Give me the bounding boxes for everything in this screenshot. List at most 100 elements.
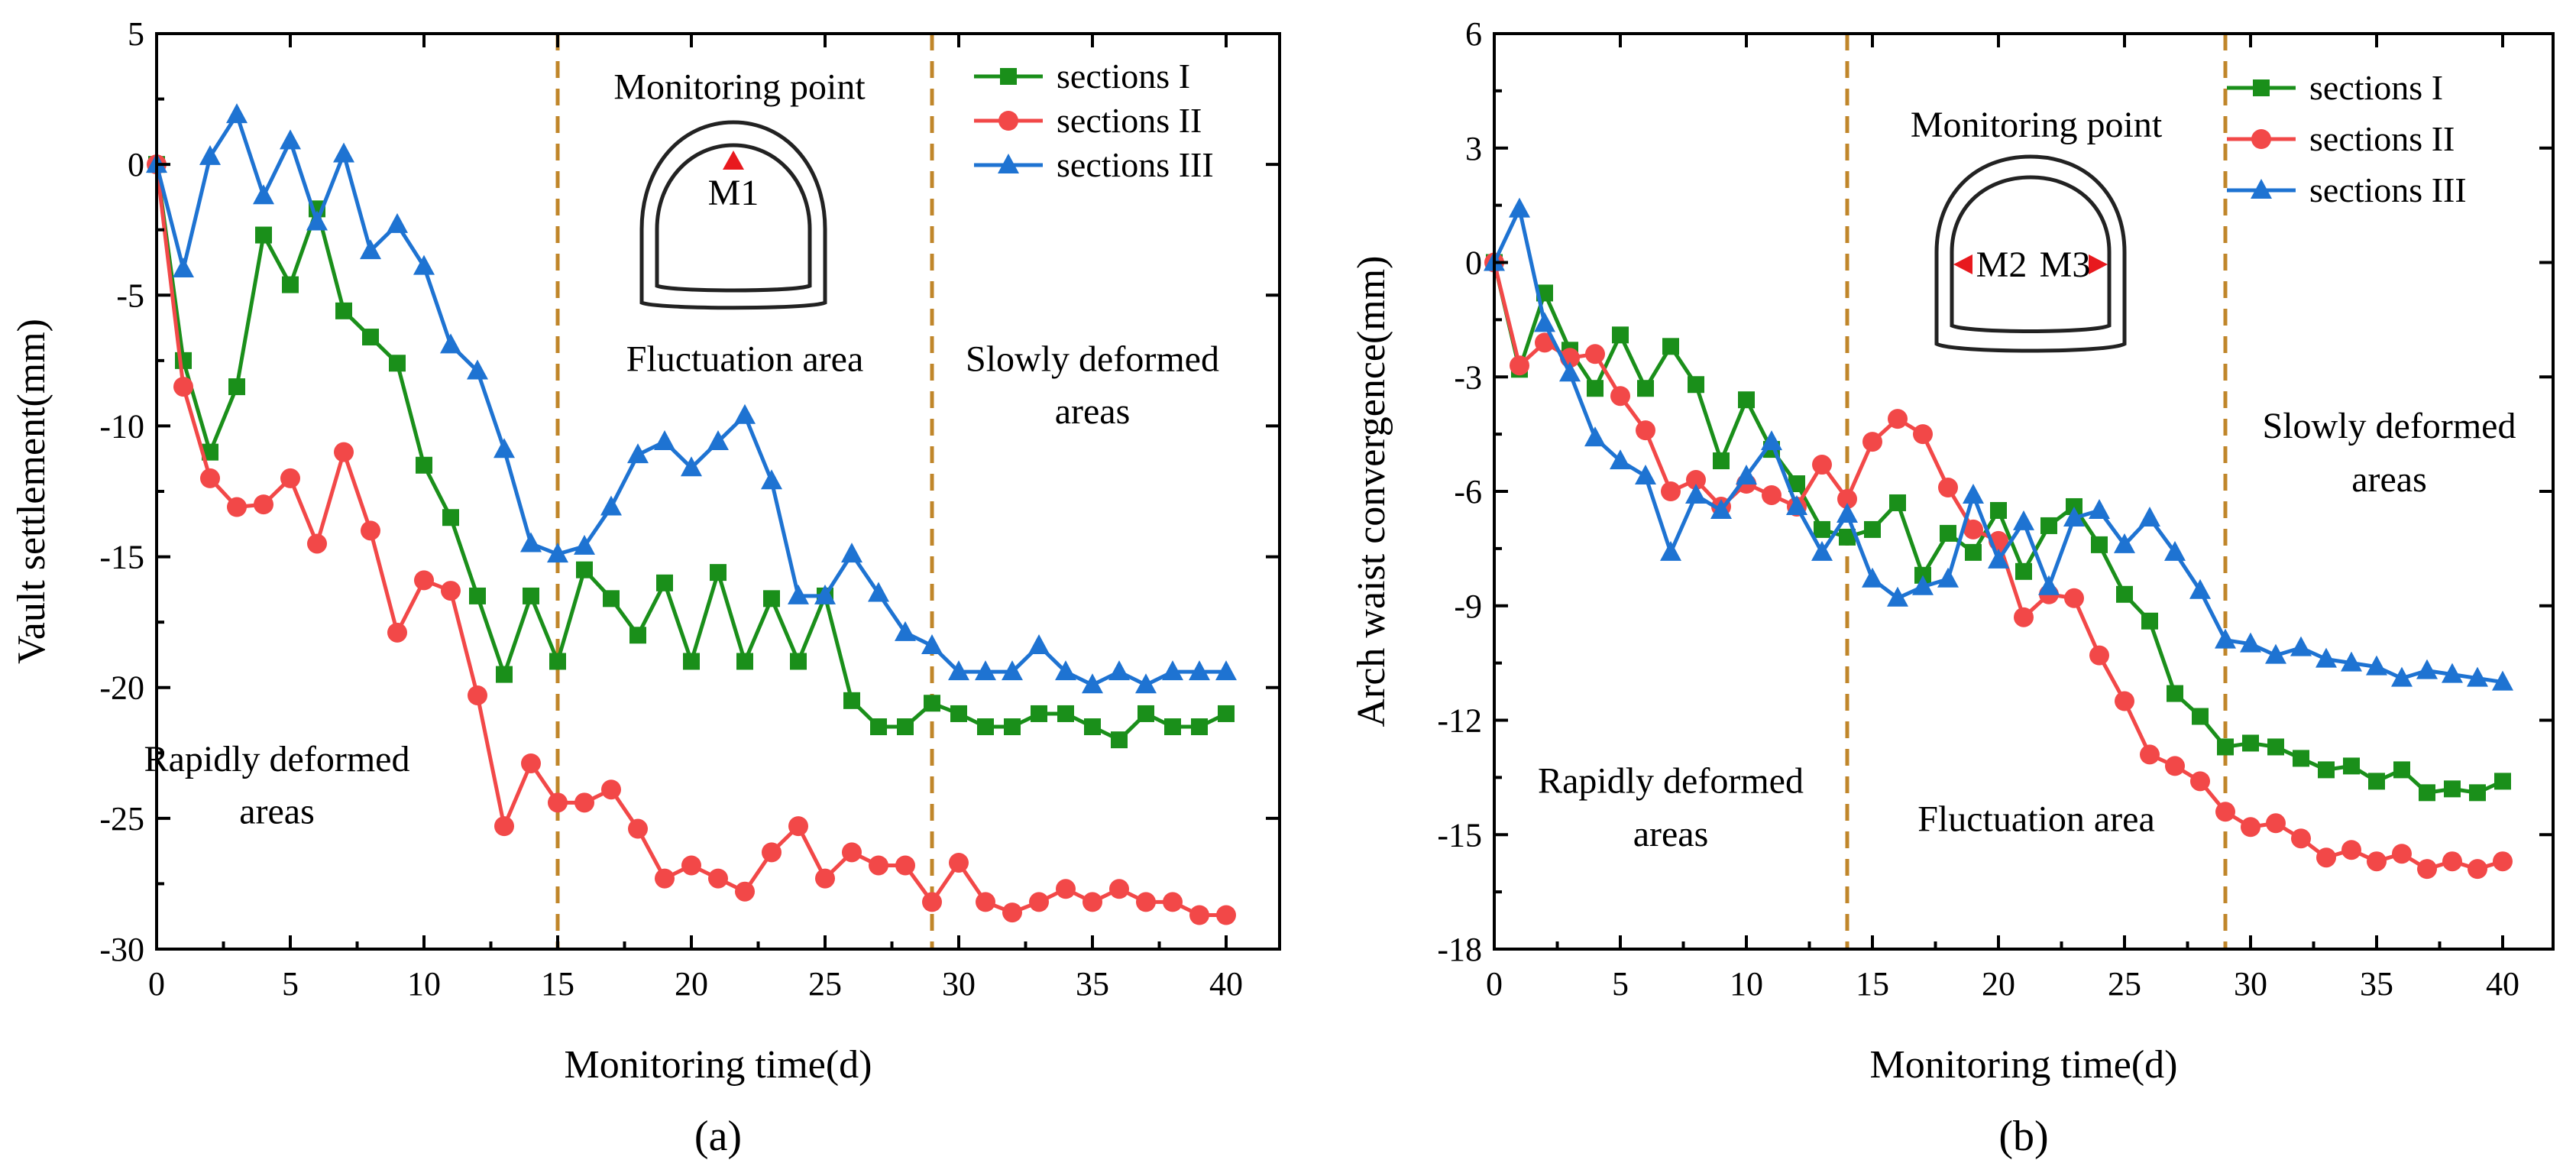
data-point bbox=[2391, 666, 2413, 687]
data-point bbox=[1057, 705, 1074, 722]
data-point bbox=[2419, 784, 2435, 802]
data-point bbox=[2367, 851, 2387, 872]
data-point bbox=[1713, 452, 1730, 470]
data-point bbox=[1738, 391, 1755, 409]
legend-label: sections I bbox=[2309, 68, 2443, 107]
legend-marker bbox=[2251, 129, 2271, 149]
data-point bbox=[1963, 519, 1983, 540]
data-point bbox=[2266, 813, 2286, 834]
data-point bbox=[2315, 647, 2337, 668]
data-point bbox=[1109, 879, 1129, 899]
x-axis-title: Monitoring time(d) bbox=[565, 1043, 872, 1087]
data-point bbox=[494, 816, 514, 837]
data-point bbox=[1610, 386, 1630, 407]
data-point bbox=[227, 497, 247, 517]
data-point bbox=[2013, 510, 2034, 530]
data-point bbox=[868, 582, 889, 602]
data-point bbox=[2493, 851, 2513, 872]
x-tick-label: 30 bbox=[942, 965, 976, 1003]
x-tick-label: 20 bbox=[1982, 965, 2015, 1003]
data-point bbox=[547, 543, 568, 563]
data-point bbox=[2015, 562, 2032, 580]
x-tick-label: 5 bbox=[282, 965, 299, 1003]
data-point bbox=[387, 622, 407, 643]
data-point bbox=[790, 653, 807, 670]
y-tick-label: -30 bbox=[99, 931, 144, 968]
data-point bbox=[199, 144, 221, 165]
data-point bbox=[950, 705, 967, 722]
data-point bbox=[2164, 540, 2186, 561]
data-point bbox=[708, 868, 728, 889]
data-point bbox=[1189, 905, 1209, 925]
data-point bbox=[280, 129, 301, 150]
y-axis-title: Vault settlement(mm) bbox=[10, 319, 53, 664]
data-point bbox=[1002, 902, 1022, 923]
data-point bbox=[1191, 718, 1208, 736]
data-point bbox=[1108, 660, 1130, 681]
data-point bbox=[173, 377, 193, 397]
data-point bbox=[2091, 536, 2108, 553]
legend-marker bbox=[998, 154, 1019, 173]
data-point bbox=[389, 355, 406, 372]
data-point bbox=[1216, 905, 1236, 925]
data-point bbox=[1912, 575, 1934, 595]
data-point bbox=[1662, 338, 1679, 355]
y-tick-label: -15 bbox=[1437, 816, 1482, 854]
data-point bbox=[2293, 750, 2309, 767]
data-point bbox=[2341, 840, 2361, 860]
y-tick-label: -6 bbox=[1454, 473, 1482, 510]
data-point bbox=[1055, 660, 1076, 681]
data-point bbox=[1189, 660, 1210, 681]
data-point bbox=[1004, 718, 1021, 736]
data-point bbox=[2141, 612, 2158, 630]
data-point bbox=[2316, 847, 2336, 868]
monitoring-point-m1-marker bbox=[723, 151, 744, 170]
data-point bbox=[1685, 483, 1707, 504]
data-point bbox=[788, 584, 809, 604]
data-point bbox=[1215, 660, 1237, 681]
data-point bbox=[869, 855, 888, 876]
data-point bbox=[1963, 483, 1984, 504]
data-point bbox=[2064, 588, 2084, 608]
data-point bbox=[628, 818, 648, 839]
data-point bbox=[2267, 738, 2284, 756]
data-point bbox=[1111, 731, 1128, 749]
x-tick-label: 0 bbox=[148, 965, 165, 1003]
data-point bbox=[1686, 470, 1706, 491]
panel-label: (a) bbox=[694, 1113, 742, 1160]
data-point bbox=[1056, 879, 1076, 899]
data-point bbox=[306, 210, 328, 231]
data-point bbox=[1938, 478, 1958, 498]
data-point bbox=[228, 378, 245, 396]
region-annotation: Monitoring point bbox=[613, 67, 866, 108]
data-point bbox=[1887, 586, 1908, 607]
panel-b-annotations: Monitoring point Slowly deformed areas Rapi… bbox=[1538, 105, 2516, 854]
data-point bbox=[2290, 636, 2312, 656]
legend-marker bbox=[1000, 68, 1017, 85]
data-point bbox=[734, 403, 756, 424]
data-point bbox=[1889, 494, 1906, 511]
data-point bbox=[254, 494, 273, 515]
data-point bbox=[2343, 757, 2360, 775]
data-point bbox=[1585, 344, 1605, 365]
y-tick-label: -5 bbox=[116, 277, 144, 314]
data-point bbox=[1965, 543, 1982, 561]
data-point bbox=[416, 456, 432, 474]
data-point bbox=[441, 581, 461, 601]
y-tick-label: -10 bbox=[99, 407, 144, 445]
y-tick-label: -9 bbox=[1454, 588, 1482, 625]
data-point bbox=[360, 239, 381, 260]
data-point bbox=[2467, 666, 2488, 687]
data-point bbox=[574, 792, 594, 813]
panel-a-dividers bbox=[555, 34, 934, 949]
panel-a-axes: 0 5 10 15 20 25 30 35 40 5 0 -5 -10 -15 -20 -25 -30 Monit… bbox=[10, 15, 1281, 1160]
data-point bbox=[2444, 780, 2461, 798]
data-point bbox=[815, 868, 835, 889]
data-point bbox=[2063, 506, 2085, 527]
monitoring-point-m2-marker bbox=[1953, 254, 1972, 274]
data-point bbox=[1812, 455, 1832, 475]
y-tick-label: 0 bbox=[1465, 245, 1482, 282]
panel-a-tunnel-inset: M1 bbox=[639, 120, 827, 310]
data-point bbox=[924, 695, 940, 712]
data-point bbox=[2040, 517, 2057, 534]
